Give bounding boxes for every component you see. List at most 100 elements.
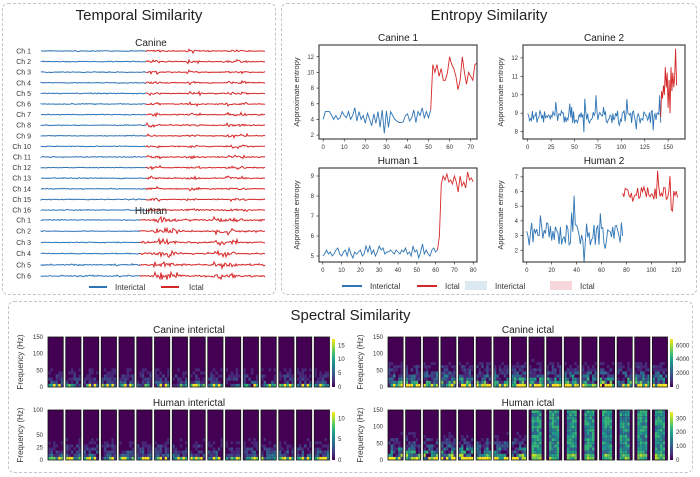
- spectrogram-cell: [657, 441, 660, 445]
- spectrogram-cell: [536, 431, 540, 435]
- spectrogram-cell: [536, 419, 540, 423]
- y-tick-label: 6: [515, 190, 519, 196]
- spectrogram-cell: [192, 444, 195, 448]
- spectrogram-cell: [177, 444, 180, 448]
- spectrogram-cell: [627, 374, 630, 378]
- spectrogram-cell: [481, 368, 484, 372]
- spectrogram-cell: [657, 377, 660, 381]
- spectrogram-cell: [233, 450, 236, 454]
- spectrogram-cell: [405, 358, 409, 362]
- spectrogram-cell: [230, 453, 234, 457]
- spectrogram-cell: [428, 438, 431, 442]
- spectrogram-cell: [435, 377, 439, 381]
- spectrogram-cell: [556, 435, 560, 439]
- spectrogram-cell: [599, 383, 602, 387]
- spectrogram-cell: [622, 444, 625, 448]
- spectrogram-cell: [622, 413, 625, 417]
- colorbar-tick-label: 15: [338, 343, 345, 349]
- spectrogram-frame: [440, 409, 457, 461]
- spectrogram-cell: [461, 365, 464, 369]
- spectrogram-cell: [498, 441, 502, 445]
- spectrogram-cell: [564, 380, 567, 384]
- spectrogram-cell: [159, 377, 163, 381]
- spectrogram-frame: [83, 409, 100, 461]
- spectrogram-cell: [657, 365, 660, 369]
- spectrogram-cell: [179, 438, 183, 442]
- spectrogram-cell: [296, 450, 299, 454]
- spectrogram-cell: [463, 365, 466, 369]
- spectrogram-cell: [584, 358, 587, 362]
- spectrogram-cell: [174, 447, 178, 451]
- spectrogram-cell: [534, 425, 537, 429]
- spectrogram-cell: [388, 453, 391, 457]
- spectrogram-frame: [387, 409, 404, 461]
- ictal-trace: [139, 270, 266, 281]
- spectrogram-thumbnail: [475, 409, 492, 461]
- spectrogram-cell: [235, 453, 239, 457]
- spectrogram-cell: [589, 453, 592, 457]
- spectrogram-cell: [212, 377, 216, 381]
- spectrogram-cell: [486, 362, 489, 366]
- spectrogram-cell: [604, 383, 607, 387]
- spectrogram-cell: [511, 368, 514, 372]
- spectrogram-cell: [524, 444, 527, 448]
- spectrogram-cell: [476, 377, 479, 381]
- spectrogram-cell: [83, 447, 86, 451]
- spectrogram-cell: [569, 447, 572, 451]
- spectrogram-cell: [286, 380, 289, 384]
- spectrogram-cell: [443, 450, 446, 454]
- spectrogram-cell: [513, 371, 517, 375]
- spectrogram-cell: [448, 444, 451, 448]
- spectrogram-cell: [192, 371, 195, 375]
- spectrogram-cell: [230, 450, 234, 454]
- spectrogram-cell: [443, 438, 446, 442]
- spectrogram-cell: [440, 444, 444, 448]
- spectrogram-cell: [531, 416, 534, 420]
- interictal-trace: [40, 60, 147, 63]
- spectrogram-cell: [207, 453, 211, 457]
- spectrogram-cell: [654, 380, 658, 384]
- spectrogram-cell: [629, 371, 633, 375]
- spectrogram-cell: [642, 416, 645, 420]
- x-tick-label: 120: [671, 268, 682, 274]
- spectrogram-cell: [304, 383, 307, 387]
- spectrogram-cell: [291, 374, 294, 378]
- spectrogram-cell: [162, 453, 165, 457]
- spectrogram-cell: [657, 435, 660, 439]
- spectrogram-cell: [602, 374, 605, 378]
- spectrogram-cell: [627, 419, 630, 423]
- canine-group-label: Canine: [135, 38, 167, 49]
- x-tick-label: 70: [467, 145, 474, 151]
- spectrogram-cell: [207, 444, 211, 448]
- spectrogram-cell: [612, 383, 615, 387]
- y-tick-label: 2: [311, 133, 315, 139]
- spectrogram-cell: [435, 380, 439, 384]
- spectrogram-cell: [413, 453, 416, 457]
- spectrogram-cell: [481, 380, 484, 384]
- spectrogram-cell: [281, 456, 284, 460]
- spectrogram-cell: [408, 383, 411, 387]
- spectrogram-cell: [576, 371, 580, 375]
- spectrogram-cell: [644, 377, 648, 381]
- spectral-similarity-panel: Spectral Similarity Canine interictal Fre…: [8, 301, 693, 473]
- spectrogram-cell: [388, 383, 391, 387]
- spectrogram-cell: [48, 450, 51, 454]
- spectrogram-cell: [316, 450, 320, 454]
- spectrogram-cell: [584, 419, 587, 423]
- spectrogram-cell: [68, 447, 71, 451]
- spectrogram-cell: [238, 456, 241, 460]
- spectrogram-cell: [503, 438, 507, 442]
- spectrogram-cell: [581, 371, 585, 375]
- spectrogram-cell: [602, 422, 605, 426]
- spectrogram-cell: [665, 416, 668, 420]
- frequency-tick-label: 50: [36, 433, 43, 439]
- spectrogram-cell: [390, 444, 393, 448]
- spectrogram-cell: [53, 383, 56, 387]
- spectrogram-cell: [207, 377, 211, 381]
- spectrogram-cell: [423, 371, 426, 375]
- spectrogram-cell: [627, 450, 630, 454]
- spectrogram-cell: [574, 377, 577, 381]
- spectrogram-cell: [273, 444, 277, 448]
- colorbar-tick-label: 0: [338, 458, 342, 464]
